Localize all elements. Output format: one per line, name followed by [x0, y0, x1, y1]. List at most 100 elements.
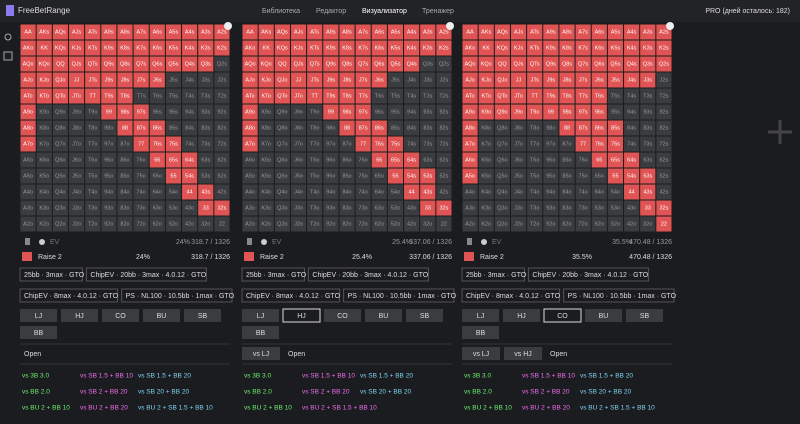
hand-cell[interactable] [575, 56, 591, 72]
hand-cell[interactable] [656, 104, 672, 120]
hand-cell[interactable] [198, 40, 214, 56]
hand-cell[interactable] [290, 184, 307, 200]
hand-cell[interactable] [20, 184, 36, 200]
hand-cell[interactable] [214, 88, 230, 104]
hand-cell[interactable] [149, 40, 165, 56]
hand-cell[interactable] [559, 184, 575, 200]
hand-cell[interactable] [290, 152, 307, 168]
hand-cell[interactable] [527, 184, 543, 200]
position-button[interactable] [543, 308, 582, 323]
hand-cell[interactable] [624, 72, 640, 88]
hand-cell[interactable] [640, 56, 656, 72]
hand-cell[interactable] [101, 216, 117, 232]
hand-cell[interactable] [68, 120, 85, 136]
hand-cell[interactable] [404, 120, 420, 136]
hand-cell[interactable] [165, 56, 182, 72]
hand-cell[interactable] [258, 88, 274, 104]
hand-cell[interactable] [339, 40, 355, 56]
hand-cell[interactable] [420, 168, 436, 184]
hand-cell[interactable] [323, 136, 339, 152]
hand-cell[interactable] [214, 152, 230, 168]
hand-cell[interactable] [575, 88, 591, 104]
hand-cell[interactable] [640, 200, 656, 216]
hand-cell[interactable] [85, 72, 101, 88]
hand-cell[interactable] [575, 184, 591, 200]
hand-cell[interactable] [182, 120, 198, 136]
hand-cell[interactable] [52, 24, 68, 40]
hand-cell[interactable] [274, 88, 290, 104]
hand-cell[interactable] [607, 24, 624, 40]
hand-cell[interactable] [274, 24, 290, 40]
hand-cell[interactable] [436, 72, 452, 88]
hand-cell[interactable] [339, 168, 355, 184]
hand-cell[interactable] [307, 56, 323, 72]
position-button[interactable] [242, 309, 279, 322]
hand-cell[interactable] [20, 120, 36, 136]
hand-cell[interactable] [371, 136, 387, 152]
hand-cell[interactable] [462, 184, 478, 200]
open-label[interactable]: vs HJ [514, 351, 532, 358]
hand-cell[interactable] [510, 216, 527, 232]
hand-cell[interactable] [436, 40, 452, 56]
hand-cell[interactable] [543, 184, 559, 200]
hand-cell[interactable] [85, 152, 101, 168]
hand-cell[interactable] [543, 200, 559, 216]
hand-cell[interactable] [36, 56, 52, 72]
hand-cell[interactable] [323, 200, 339, 216]
hand-cell[interactable] [101, 200, 117, 216]
hand-cell[interactable] [68, 88, 85, 104]
hand-cell[interactable] [52, 56, 68, 72]
hand-cell[interactable] [387, 56, 404, 72]
hand-cell[interactable] [258, 200, 274, 216]
hand-cell[interactable] [52, 40, 68, 56]
hand-cell[interactable] [214, 72, 230, 88]
hand-cell[interactable] [198, 184, 214, 200]
hand-cell[interactable] [591, 200, 607, 216]
hand-cell[interactable] [85, 120, 101, 136]
hand-cell[interactable] [101, 72, 117, 88]
hand-cell[interactable] [355, 88, 371, 104]
hand-cell[interactable] [404, 216, 420, 232]
hand-cell[interactable] [510, 120, 527, 136]
hand-cell[interactable] [510, 152, 527, 168]
action-link[interactable]: vs SB 2 + BB 20 [522, 389, 570, 396]
nav-item[interactable]: Визуализатор [362, 8, 407, 15]
hand-cell[interactable] [371, 120, 387, 136]
hand-cell[interactable] [494, 136, 510, 152]
hand-cell[interactable] [20, 88, 36, 104]
hand-cell[interactable] [165, 40, 182, 56]
hand-cell[interactable] [258, 104, 274, 120]
hand-cell[interactable] [36, 168, 52, 184]
hand-cell[interactable] [510, 40, 527, 56]
contrast-icon[interactable] [39, 239, 45, 245]
position-button[interactable] [184, 309, 221, 322]
hand-cell[interactable] [478, 56, 494, 72]
hand-cell[interactable] [307, 184, 323, 200]
hand-cell[interactable] [575, 24, 591, 40]
hand-cell[interactable] [624, 104, 640, 120]
hand-cell[interactable] [149, 56, 165, 72]
hand-cell[interactable] [624, 56, 640, 72]
hand-cell[interactable] [20, 200, 36, 216]
hand-cell[interactable] [101, 88, 117, 104]
hand-cell[interactable] [117, 120, 133, 136]
open-label[interactable]: Open [550, 351, 567, 358]
position-button[interactable] [406, 309, 443, 322]
hand-cell[interactable] [339, 184, 355, 200]
hand-cell[interactable] [371, 40, 387, 56]
hand-cell[interactable] [478, 72, 494, 88]
hand-cell[interactable] [290, 120, 307, 136]
hand-cell[interactable] [591, 152, 607, 168]
hand-cell[interactable] [436, 184, 452, 200]
layers-icon[interactable] [3, 51, 13, 61]
hand-cell[interactable] [85, 24, 101, 40]
hand-cell[interactable] [436, 216, 452, 232]
hand-cell[interactable] [258, 184, 274, 200]
action-link[interactable]: vs BB 2.0 [464, 389, 492, 396]
hand-cell[interactable] [323, 24, 339, 40]
filter-tag[interactable] [307, 267, 429, 282]
hand-cell[interactable] [510, 72, 527, 88]
hand-cell[interactable] [290, 104, 307, 120]
hand-cell[interactable] [478, 184, 494, 200]
hand-cell[interactable] [543, 120, 559, 136]
